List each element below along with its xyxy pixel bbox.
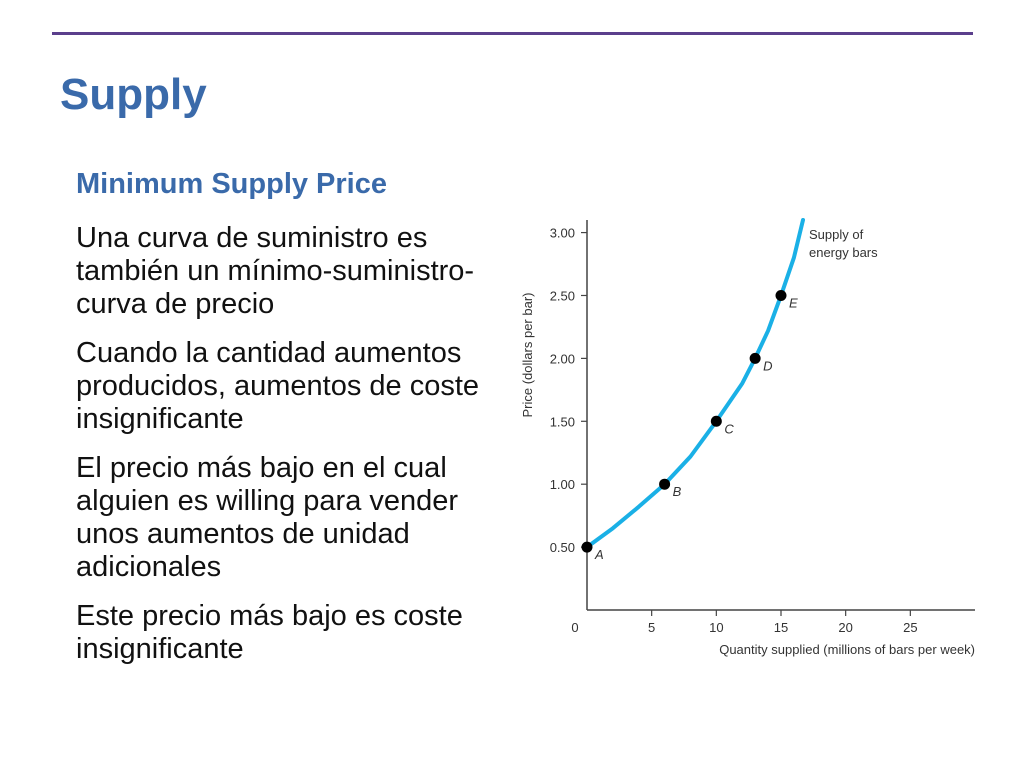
point-label-c: C [724,421,734,436]
x-tick-label: 20 [838,620,852,635]
point-d [749,352,761,364]
chart-curve-layer [585,218,805,550]
x-tick-label: 25 [903,620,917,635]
point-c [710,415,722,427]
y-tick-label: 1.50 [550,414,575,429]
y-tick-label: 2.50 [550,288,575,303]
point-e [775,289,787,301]
y-tick-label: 1.00 [550,477,575,492]
y-axis-label: Price (dollars per bar) [520,293,535,418]
bullet-list: Una curva de suministro es también un mí… [76,222,496,682]
y-tick-label: 2.00 [550,351,575,366]
point-label-a: A [594,547,604,562]
point-label-e: E [789,295,798,310]
bullet-item: Cuando la cantidad aumentos producidos, … [76,337,480,435]
y-tick-label: 0.50 [550,540,575,555]
point-a [581,541,593,553]
slide-title: Supply [60,70,207,119]
series-label: Supply of [809,227,864,242]
chart-axes: 0.50 1.00 1.50 2.00 2.50 3.00 0 5 10 15 20 25 Quanti… [520,220,975,657]
bullet-item: Una curva de suministro es también un mí… [76,222,475,320]
point-label-b: B [673,484,682,499]
x-tick-label: 0 [571,620,578,635]
chart-labels-layer: Supply of energy bars A B C D E [594,227,878,562]
point-b [659,478,671,490]
point-label-d: D [763,358,772,373]
chart-points-layer [581,289,787,553]
slide-subtitle: Minimum Supply Price [76,168,387,200]
x-axis-label: Quantity supplied (millions of bars per … [719,642,975,657]
supply-chart: 0.50 1.00 1.50 2.00 2.50 3.00 0 5 10 15 20 25 Quanti… [520,218,975,657]
top-rule [52,32,973,35]
x-tick-label: 10 [709,620,723,635]
x-tick-label: 15 [774,620,788,635]
supply-curve [585,218,805,550]
y-tick-label: 3.00 [550,226,575,241]
series-label: energy bars [809,245,878,260]
bullet-item: El precio más bajo en el cual alguien es… [76,452,459,583]
x-tick-label: 5 [648,620,655,635]
bullet-item: Este precio más bajo es coste insignific… [76,600,463,665]
